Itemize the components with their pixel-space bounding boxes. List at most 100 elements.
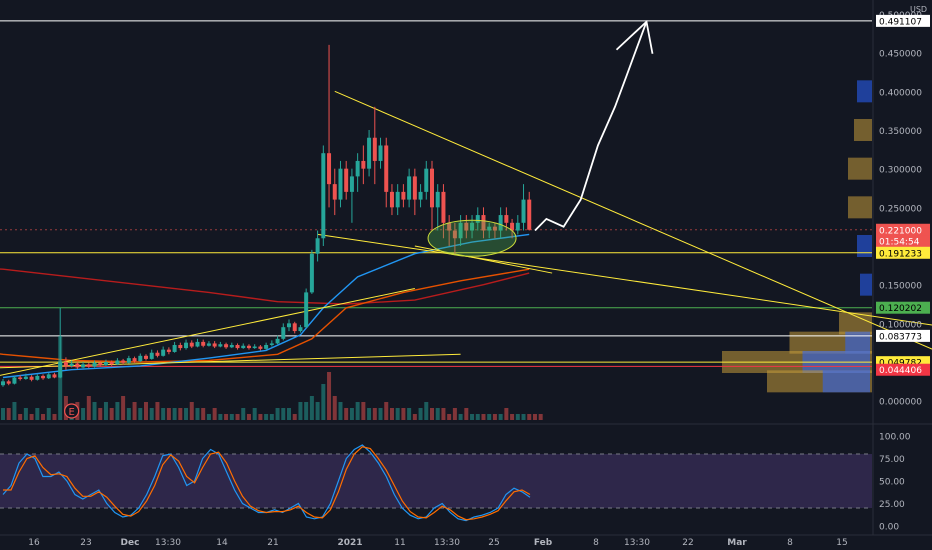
- candle: [510, 218, 515, 239]
- candle: [98, 361, 103, 367]
- volume-bar: [355, 402, 360, 420]
- volume-profile-row: [767, 370, 872, 393]
- volume-bar: [23, 408, 28, 420]
- candle-body: [29, 376, 34, 380]
- candle-body: [252, 346, 257, 349]
- candle-body: [452, 230, 457, 239]
- volume-bar: [527, 414, 532, 420]
- volume-bar: [52, 414, 57, 420]
- volume-bar: [206, 414, 211, 420]
- volume-bar: [504, 408, 509, 420]
- candle-body: [115, 360, 120, 365]
- candle-body: [361, 160, 366, 169]
- time-tick-label: 21: [267, 538, 278, 548]
- price-tag-bg: [876, 235, 930, 248]
- candle-body: [481, 215, 486, 231]
- candle: [327, 44, 332, 208]
- moving-average-line: [0, 268, 530, 363]
- candle-body: [229, 344, 234, 348]
- volume-bar: [492, 414, 497, 420]
- candle: [452, 222, 457, 254]
- price-tick-label: 0.350000: [879, 127, 922, 137]
- earnings-marker-label: E: [68, 407, 74, 418]
- candle-body: [321, 153, 326, 239]
- candle-body: [395, 191, 400, 208]
- candle-body: [498, 215, 503, 231]
- volume-bar: [407, 408, 412, 420]
- volume-bar: [367, 408, 372, 420]
- candle: [184, 339, 189, 350]
- rsi-tick-label: 0.00: [879, 523, 899, 533]
- candle-body: [470, 222, 475, 231]
- candle-body: [98, 362, 103, 366]
- volume-bar: [138, 408, 143, 420]
- candle: [281, 323, 286, 341]
- volume-bar: [332, 396, 337, 420]
- volume-bar: [121, 396, 126, 420]
- candle: [287, 319, 291, 332]
- volume-profile-row: [857, 235, 872, 257]
- candle: [115, 358, 120, 366]
- candle-body: [235, 344, 240, 349]
- time-tick-label: 15: [836, 538, 847, 548]
- candle: [229, 342, 234, 349]
- candle: [498, 207, 503, 239]
- candle-body: [315, 238, 320, 254]
- candle-body: [86, 364, 91, 367]
- candles-group: [1, 44, 532, 387]
- volume-bar: [103, 402, 108, 420]
- volume-bar: [401, 408, 406, 420]
- trendline: [0, 288, 415, 376]
- volume-bar: [166, 408, 171, 420]
- candle-body: [510, 222, 515, 231]
- candle-body: [1, 381, 5, 386]
- candle-body: [121, 360, 126, 363]
- volume-bar: [149, 408, 154, 420]
- volume-bar: [510, 414, 515, 420]
- price-tag-label: 0.120202: [879, 304, 922, 314]
- volume-bar: [161, 408, 166, 420]
- candle: [52, 372, 57, 379]
- candle: [132, 356, 137, 363]
- candle: [178, 342, 183, 351]
- volume-bar: [458, 414, 463, 420]
- rsi-tick-label: 100.00: [879, 433, 911, 443]
- volume-bar: [384, 402, 389, 420]
- candle: [309, 249, 314, 294]
- candle: [430, 160, 434, 231]
- earnings-marker-group: E: [64, 403, 80, 419]
- candle: [298, 324, 303, 333]
- candle: [264, 342, 269, 350]
- candle: [338, 160, 343, 208]
- candle: [515, 215, 520, 235]
- candle-body: [264, 344, 269, 349]
- volume-bar: [487, 414, 492, 420]
- candle: [252, 344, 257, 349]
- volume-bar: [532, 414, 537, 420]
- candle-body: [166, 349, 171, 352]
- volume-bar: [452, 408, 457, 420]
- candle-body: [52, 374, 57, 378]
- candle-body: [367, 137, 372, 169]
- volume-bar: [464, 408, 469, 420]
- candle-body: [527, 199, 532, 230]
- candle: [384, 137, 389, 208]
- candle-body: [149, 352, 154, 359]
- volume-bar: [361, 402, 366, 420]
- volume-bar: [430, 408, 434, 420]
- candle-body: [521, 199, 526, 223]
- price-tag-bg: [876, 301, 930, 314]
- volume-profile-row: [857, 80, 872, 103]
- candle-body: [418, 191, 423, 200]
- price-tick-label: 0.450000: [879, 50, 922, 60]
- candle-body: [246, 345, 251, 349]
- earnings-marker: [64, 403, 80, 419]
- volume-profile-row: [848, 196, 872, 219]
- volume-bar: [372, 408, 377, 420]
- candle-body: [224, 344, 229, 348]
- candle-body: [298, 327, 303, 332]
- volume-bar: [315, 402, 320, 420]
- volume-bar: [378, 408, 383, 420]
